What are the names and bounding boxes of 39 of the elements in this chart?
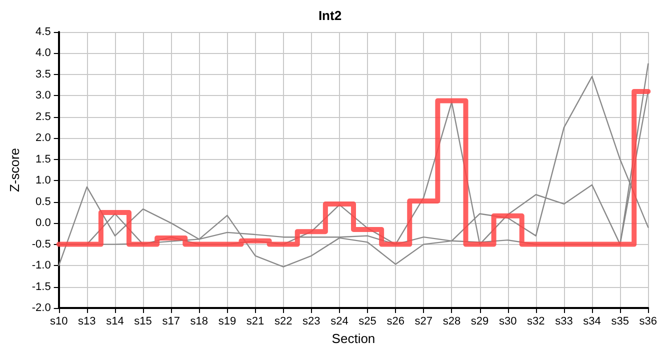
y-tick-label: -0.5 bbox=[32, 238, 51, 250]
x-tick-label: s32 bbox=[527, 316, 545, 328]
x-tick-label: s26 bbox=[386, 316, 404, 328]
y-tick-label: 2.5 bbox=[36, 110, 51, 123]
y-tick-label: 1.0 bbox=[36, 174, 51, 187]
y-tick-label: 4.5 bbox=[36, 26, 51, 38]
y-tick-label: -1.0 bbox=[32, 260, 51, 272]
x-tick-label: s35 bbox=[611, 316, 629, 328]
y-tick-label: -2.0 bbox=[32, 302, 51, 314]
x-tick-label: s36 bbox=[639, 316, 658, 328]
x-tick-label: s24 bbox=[330, 316, 348, 328]
x-tick-label: s28 bbox=[442, 316, 461, 328]
x-tick-label: s17 bbox=[162, 316, 180, 328]
x-tick-label: s29 bbox=[470, 316, 489, 328]
y-axis-title: Z-score bbox=[7, 148, 22, 192]
y-tick-label: 1.5 bbox=[36, 153, 51, 166]
x-tick-label: s34 bbox=[583, 316, 601, 328]
y-tick-label: 2.0 bbox=[36, 132, 51, 144]
x-tick-label: s19 bbox=[218, 316, 236, 328]
x-tick-label: s25 bbox=[358, 316, 376, 328]
x-tick-label: s23 bbox=[302, 316, 320, 328]
x-tick-label: s27 bbox=[414, 316, 433, 328]
x-tick-label: s33 bbox=[555, 316, 573, 328]
y-tick-label: 3.0 bbox=[36, 90, 51, 102]
x-tick-label: s30 bbox=[498, 316, 517, 328]
y-tick-label: 0.5 bbox=[36, 196, 51, 208]
x-tick-label: s18 bbox=[190, 316, 208, 328]
y-tick-label: 4.0 bbox=[36, 47, 51, 60]
y-tick-label: 3.5 bbox=[36, 68, 51, 80]
x-tick-label: s14 bbox=[106, 316, 124, 328]
chart-title: Int2 bbox=[318, 8, 342, 23]
x-axis-title: Section bbox=[332, 331, 376, 346]
x-tick-label: s10 bbox=[50, 316, 68, 328]
x-tick-label: s21 bbox=[246, 316, 264, 328]
y-tick-label: -1.5 bbox=[32, 280, 51, 293]
y-tick-label: 0.0 bbox=[36, 217, 51, 230]
x-tick-label: s22 bbox=[274, 316, 292, 328]
x-tick-label: s13 bbox=[78, 316, 96, 328]
x-tick-label: s15 bbox=[134, 316, 152, 328]
